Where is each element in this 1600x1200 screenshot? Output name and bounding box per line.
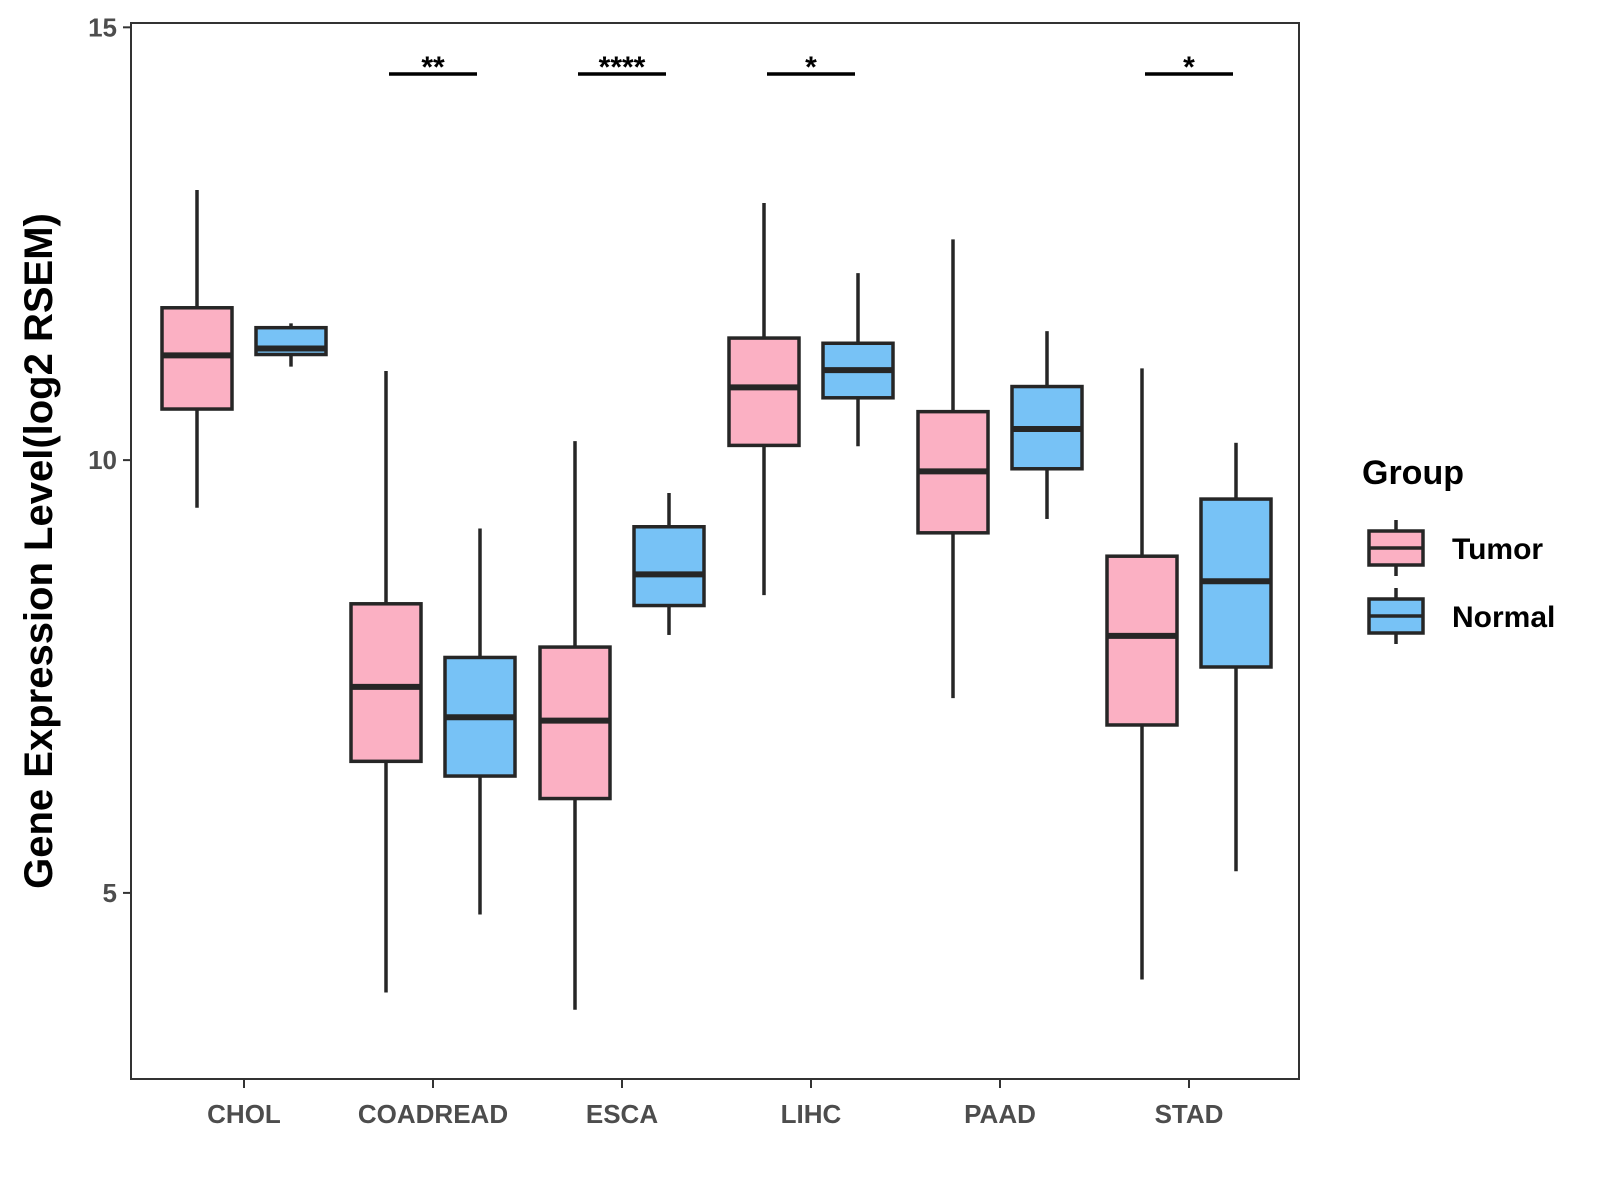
y-tick-label: 10 [88, 445, 117, 475]
box-iqr [160, 306, 234, 411]
significance-lihc: * [767, 51, 855, 84]
box-normal-chol [254, 323, 328, 367]
box-tumor-chol [160, 190, 234, 508]
legend-title: Group [1362, 454, 1464, 492]
legend-item-tumor: Tumor [1367, 520, 1543, 576]
box-normal-esca [632, 493, 706, 635]
box-series [160, 190, 1273, 1010]
x-tick-label-esca: ESCA [586, 1099, 658, 1129]
box-tumor-lihc [727, 203, 801, 596]
box-normal-lihc [821, 273, 895, 447]
box-tumor-stad [1105, 368, 1179, 980]
box-iqr [727, 336, 801, 448]
legend-item-normal: Normal [1367, 588, 1555, 644]
y-tick-label: 5 [103, 878, 117, 908]
significance-stad: * [1145, 51, 1233, 84]
box-normal-coadread [443, 528, 517, 915]
significance-label: * [805, 51, 817, 84]
significance-label: ** [421, 51, 445, 84]
legend-label-normal: Normal [1452, 601, 1555, 634]
legend-label-tumor: Tumor [1452, 533, 1543, 566]
box-iqr [1105, 554, 1179, 727]
box-iqr [632, 525, 706, 608]
box-tumor-esca [538, 441, 612, 1010]
box-iqr [349, 602, 423, 764]
x-tick-label-paad: PAAD [964, 1099, 1036, 1129]
box-normal-paad [1010, 331, 1084, 519]
y-axis: 5 10 15 [88, 12, 131, 908]
plot-panel-border [130, 22, 1300, 1080]
box-normal-stad [1199, 442, 1273, 872]
box-tumor-paad [916, 239, 990, 699]
x-tick-label-lihc: LIHC [781, 1099, 842, 1129]
y-tick-label: 15 [88, 12, 117, 42]
y-axis-title: Gene Expression Level(log2 RSEM) [17, 213, 61, 889]
significance-esca: **** [578, 51, 666, 84]
x-tick-label-stad: STAD [1155, 1099, 1224, 1129]
x-tick-label-chol: CHOL [207, 1099, 281, 1129]
x-tick-label-coadread: COADREAD [358, 1099, 508, 1129]
x-axis: CHOL COADREAD ESCA LIHC PAAD STAD [207, 1079, 1223, 1129]
legend: Group Tumor Normal [1362, 454, 1555, 644]
significance-label: **** [599, 51, 646, 84]
significance-label: * [1183, 51, 1195, 84]
significance-coadread: ** [389, 51, 477, 84]
significance-annotations: ** **** * * [389, 51, 1233, 84]
box-tumor-coadread [349, 370, 423, 993]
